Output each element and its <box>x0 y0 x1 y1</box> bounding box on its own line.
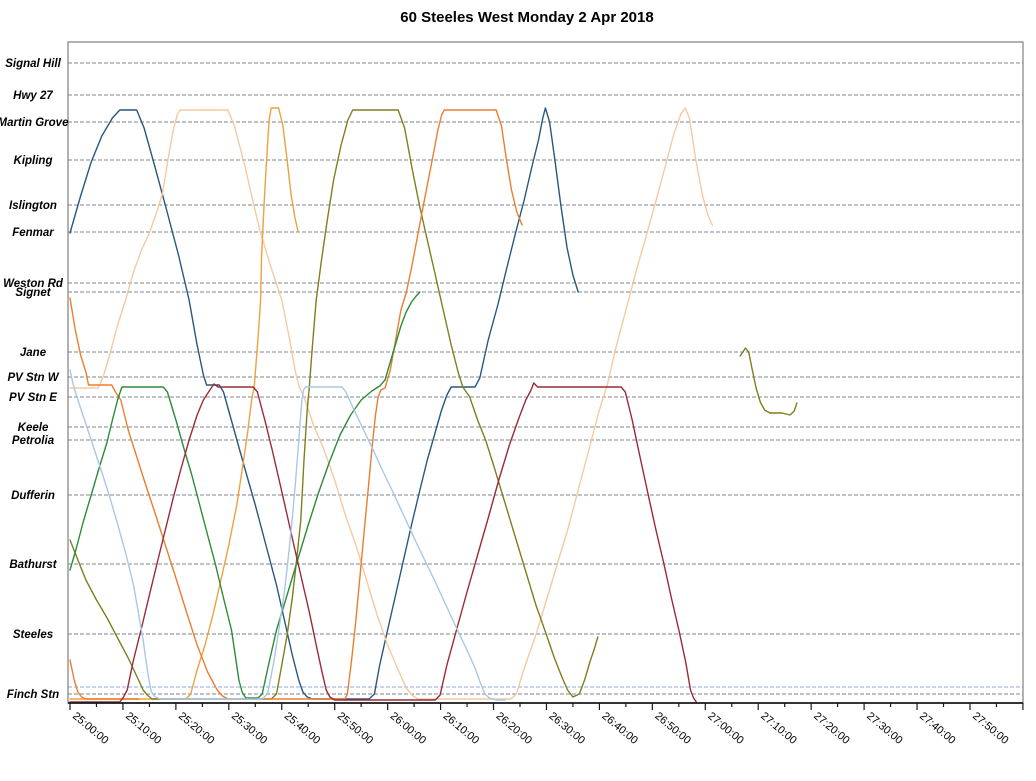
station-label-dufferin: Dufferin <box>11 490 55 502</box>
station-label-hwy-27: Hwy 27 <box>13 90 53 102</box>
station-label-pv-stn-w: PV Stn W <box>7 372 59 384</box>
station-label-pv-stn-e: PV Stn E <box>9 392 57 404</box>
station-label-martin-grove: Martin Grove <box>0 117 69 129</box>
station-label-weston-rd: Weston Rd <box>3 278 64 290</box>
trip-line-trip-orange-2 <box>69 659 140 700</box>
station-label-signal-hill: Signal Hill <box>5 58 61 70</box>
trip-line-trip-maroon <box>69 382 697 703</box>
station-labels: Signal Hill Hwy 27 Martin Grove Kipling Isli… <box>0 58 69 701</box>
trip-line-trip-olive <box>69 109 599 700</box>
station-label-jane: Jane <box>20 347 47 359</box>
trip-line-trip-green <box>69 291 421 699</box>
station-label-steeles: Steeles <box>13 629 53 641</box>
trip-line-trip-lightblue <box>69 369 506 701</box>
trip-line-trip-gold <box>69 107 299 700</box>
station-label-keele: Keele <box>18 422 49 434</box>
trip-line-trip-orange <box>69 109 523 700</box>
station-label-petrolia: Petrolia <box>12 435 55 447</box>
station-label-fenmar: Fenmar <box>12 227 54 239</box>
gridlines <box>68 62 1023 695</box>
trip-lines <box>69 107 798 703</box>
trip-line-trip-olive-2 <box>739 347 798 416</box>
x-axis-ticks <box>69 703 1024 710</box>
station-label-bathurst: Bathurst <box>9 559 57 571</box>
station-label-signet: Signet <box>15 287 51 299</box>
trip-line-trip-peach <box>69 107 713 700</box>
station-label-finch-stn: Finch Stn <box>7 689 59 701</box>
trip-line-trip-navy <box>69 107 579 700</box>
station-label-islington: Islington <box>9 200 57 212</box>
station-label-kipling: Kipling <box>14 155 53 167</box>
chart-title: 60 Steeles West Monday 2 Apr 2018 <box>400 9 653 26</box>
